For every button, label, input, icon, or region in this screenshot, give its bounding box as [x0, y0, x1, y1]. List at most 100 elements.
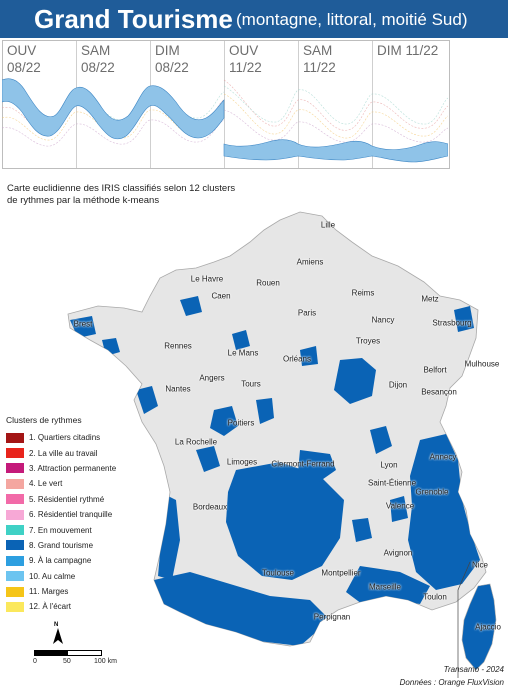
scale-label-end: 100 km — [94, 658, 117, 665]
profile-month-label: 08/22 — [7, 60, 41, 75]
legend-swatch — [6, 432, 24, 443]
city-label-nancy: Nancy — [371, 315, 395, 325]
city-label-grenoble: Grenoble — [415, 487, 449, 497]
legend-item: 6. Résidentiel tranquille — [6, 507, 136, 522]
profile-sam-0822: SAM 08/22 — [77, 41, 151, 168]
profile-curves: · — [2, 62, 448, 163]
page-subtitle: (montagne, littoral, moitié Sud) — [236, 10, 468, 29]
city-label-le-mans: Le Mans — [227, 348, 259, 358]
city-label-marseille: Marseille — [368, 582, 402, 592]
legend-label: 8. Grand tourisme — [29, 540, 94, 550]
city-label-belfort: Belfort — [423, 365, 447, 375]
profile-ouv-1122: OUV 11/22 — [225, 41, 299, 168]
legend-label: 6. Résidentiel tranquille — [29, 510, 113, 520]
city-label-orleans: Orléans — [282, 354, 312, 364]
legend-item: 1. Quartiers citadins — [6, 430, 136, 445]
city-label-clermont-ferrand: Clermont-Ferrand — [271, 459, 335, 469]
map-title: Carte euclidienne des IRIS classifiés se… — [7, 183, 236, 206]
city-label-besancon: Besançon — [421, 387, 457, 397]
legend-item: 5. Résidentiel rythmé — [6, 492, 136, 507]
legend-item: 3. Attraction permanente — [6, 461, 136, 476]
legend-label: 9. À la campagne — [29, 556, 92, 566]
france-map — [67, 211, 497, 678]
profile-month-label: 11/22 — [229, 60, 262, 75]
legend-item: 2. La ville au travail — [6, 445, 136, 460]
city-label-lyon: Lyon — [380, 460, 398, 470]
legend-swatch — [6, 540, 24, 551]
legend-label: 10. Au calme — [29, 571, 76, 581]
legend-label: 4. Le vert — [29, 479, 63, 489]
profile-month-label: 11/22 — [303, 60, 336, 75]
city-label-brest: Brest — [73, 319, 93, 329]
city-label-strasbourg: Strasbourg — [432, 318, 472, 328]
grand-tourisme-band-summer — [2, 78, 225, 140]
corsica — [461, 583, 497, 671]
legend-swatch — [6, 509, 24, 520]
city-label-bordeaux: Bordeaux — [192, 502, 228, 512]
city-label-poitiers: Poitiers — [227, 418, 255, 428]
corsica-inset-frame — [457, 561, 471, 678]
grand-tourisme-band-autumn — [223, 139, 448, 163]
city-label-angers: Angers — [199, 373, 225, 383]
legend-item: 10. Au calme — [6, 569, 136, 584]
city-label-ajaccio: Ajaccio — [475, 622, 501, 632]
scale-bar-segment — [35, 651, 68, 655]
legend-label: 5. Résidentiel rythmé — [29, 494, 105, 504]
legend-label: 7. En mouvement — [29, 525, 92, 535]
page-title: Grand Tourisme — [34, 4, 233, 34]
legend-swatch — [6, 555, 24, 566]
city-label-rouen: Rouen — [256, 278, 280, 288]
profile-month-label: 08/22 — [155, 60, 189, 75]
city-label-mulhouse: Mulhouse — [464, 359, 500, 369]
legend-swatch — [6, 448, 24, 459]
city-label-le-havre: Le Havre — [190, 274, 224, 284]
profile-day-label: DIM — [155, 43, 180, 58]
profile-month-label: 08/22 — [81, 60, 115, 75]
legend-item: 4. Le vert — [6, 476, 136, 491]
legend-swatch — [6, 586, 24, 597]
legend-label: 1. Quartiers citadins — [29, 433, 101, 443]
city-label-rennes: Rennes — [164, 341, 192, 351]
title-banner: Grand Tourisme (montagne, littoral, moit… — [0, 0, 508, 38]
legend-swatch — [6, 601, 24, 612]
city-label-saint-etienne: Saint-Étienne — [367, 478, 417, 488]
legend-label: 12. À l'écart — [29, 602, 71, 612]
city-label-avignon: Avignon — [383, 548, 413, 558]
profile-dim-1122: DIM 11/22 — [373, 41, 449, 168]
city-label-reims: Reims — [351, 288, 375, 298]
profile-dim-0822: DIM 08/22 — [151, 41, 225, 168]
city-label-metz: Metz — [421, 294, 439, 304]
credit-author: Transamo - 2024 — [443, 665, 504, 674]
city-label-tours: Tours — [241, 379, 261, 389]
legend-item: 12. À l'écart — [6, 599, 136, 614]
city-label-troyes: Troyes — [355, 336, 381, 346]
scale-label-mid: 50 — [63, 658, 71, 665]
city-label-limoges: Limoges — [226, 457, 258, 467]
city-label-nice: Nice — [471, 560, 489, 570]
city-label-toulon: Toulon — [423, 592, 447, 602]
city-label-la-rochelle: La Rochelle — [174, 437, 218, 447]
profile-day-label: OUV — [229, 43, 259, 58]
legend-item: 8. Grand tourisme — [6, 538, 136, 553]
city-label-caen: Caen — [211, 291, 231, 301]
legend-label: 11. Marges — [29, 587, 69, 597]
legend: Clusters de rythmes 1. Quartiers citadin… — [6, 415, 136, 615]
city-label-paris: Paris — [297, 308, 317, 318]
north-label: N — [54, 622, 59, 628]
legend-swatch — [6, 463, 24, 474]
north-arrow-icon — [53, 628, 63, 644]
legend-item: 9. À la campagne — [6, 553, 136, 568]
profile-tiny-note: · — [230, 62, 231, 66]
city-label-nantes: Nantes — [165, 384, 191, 394]
legend-swatch — [6, 525, 24, 536]
scale-bar — [34, 650, 102, 656]
legend-swatch — [6, 494, 24, 505]
legend-title: Clusters de rythmes — [6, 415, 82, 425]
city-label-lille: Lille — [320, 220, 336, 230]
city-label-valence: Valence — [385, 501, 415, 511]
city-label-annecy: Annecy — [429, 452, 457, 462]
profile-day-label: SAM — [81, 43, 111, 58]
legend-swatch — [6, 478, 24, 489]
legend-swatch — [6, 571, 24, 582]
profile-day-label: DIM 11/22 — [377, 43, 439, 58]
